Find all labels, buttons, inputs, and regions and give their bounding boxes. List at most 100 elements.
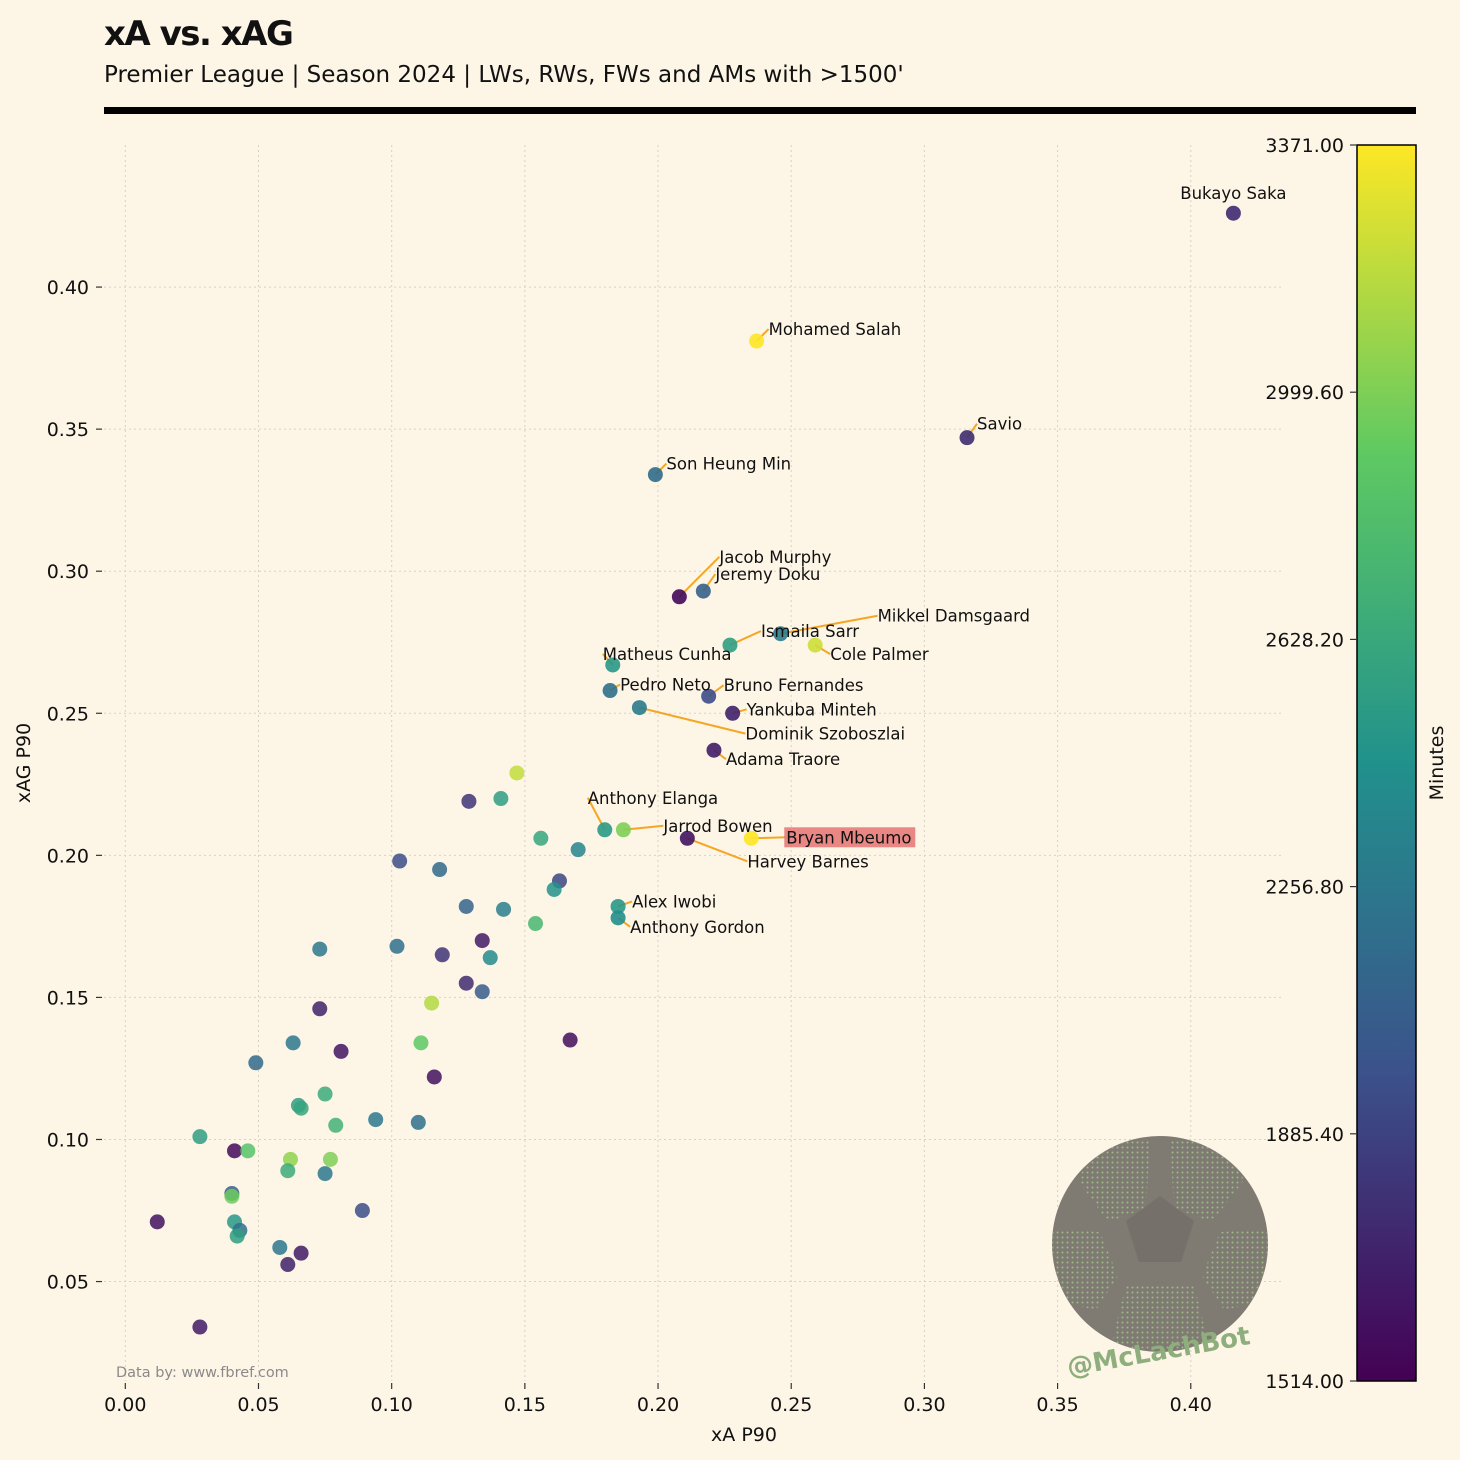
data-point [354,1203,370,1219]
player-label: Anthony Elanga [588,789,718,808]
data-point [671,589,687,605]
player-label: Ismaila Sarr [761,622,859,641]
player-label: Jacob Murphy [718,548,831,567]
annotation-line [678,556,721,598]
colorbar-label: Minutes [1426,726,1448,801]
data-point [615,822,631,838]
data-point [701,688,717,704]
data-point [192,1319,208,1335]
player-label: Alex Iwobi [632,892,716,911]
data-point [317,1166,333,1182]
y-tick-label: 0.30 [47,561,89,583]
data-point [743,830,759,846]
y-tick-label: 0.40 [47,277,89,299]
colorbar-tick-label: 1514.00 [1265,1371,1344,1393]
data-point [333,1043,349,1059]
data-point [807,637,823,653]
player-label: Jeremy Doku [714,565,820,584]
player-label: Harvey Barnes [747,852,868,871]
annotation-line [686,837,748,863]
data-point [280,1163,296,1179]
data-point [280,1257,296,1273]
x-tick-label: 0.30 [903,1394,945,1416]
data-point [293,1100,309,1116]
data-credit: Data by: www.fbref.com [116,1365,289,1381]
x-tick-label: 0.15 [504,1394,546,1416]
data-point [570,842,586,858]
data-point [426,1069,442,1085]
x-tick-label: 0.20 [637,1394,679,1416]
data-point [722,637,738,653]
x-tick-label: 0.25 [770,1394,812,1416]
data-point [725,705,741,721]
x-tick-label: 0.00 [104,1394,146,1416]
data-point [605,657,621,673]
data-point [293,1245,309,1261]
grid [104,145,1284,1381]
data-point [597,822,613,838]
player-label: Matheus Cunha [603,645,732,664]
player-label: Bruno Fernandes [724,676,864,695]
player-label: Bukayo Saka [1180,184,1286,203]
data-point [647,467,663,483]
data-points [149,205,1241,1335]
player-label: Mohamed Salah [769,320,902,339]
colorbar-tick-label: 1885.40 [1265,1124,1344,1146]
watermark-logo: @McLachBot [1052,1136,1268,1383]
chart-subtitle: Premier League | Season 2024 | LWs, RWs,… [104,62,904,88]
y-tick-label: 0.25 [47,703,89,725]
data-point [773,626,789,642]
data-point [272,1239,288,1255]
x-tick-label: 0.05 [237,1394,279,1416]
data-point [706,742,722,758]
data-point [528,916,544,932]
colorbar-ticks: 1514.00 1885.40 2256.80 2628.20 2999.60 3371.… [1265,135,1357,1393]
player-label: Cole Palmer [830,645,929,664]
data-point [432,862,448,878]
data-point [224,1188,240,1204]
player-label: Bryan Mbeumo [786,828,911,847]
y-tick-label: 0.35 [47,419,89,441]
data-point [322,1151,338,1167]
player-label: Son Heung Min [666,455,791,474]
player-label: Anthony Gordon [630,918,765,937]
data-point [312,1001,328,1017]
annotation-line [639,706,746,735]
data-point [562,1032,578,1048]
colorbar-tick-label: 2628.20 [1265,629,1344,651]
data-point [285,1035,301,1051]
data-point [410,1114,426,1130]
y-tick-label: 0.20 [47,845,89,867]
player-label: Mikkel Damsgaard [878,607,1030,626]
data-point [533,830,549,846]
point-labels: Bukayo Saka Mohamed Salah Savio Son Heung M… [588,184,1287,937]
data-point [192,1129,208,1145]
player-label: Pedro Neto [620,676,711,695]
axes: 0.00 0.05 0.10 0.15 0.20 0.25 0.30 0.35 0.40 0.05… [13,277,1212,1446]
player-label: Savio [977,415,1022,434]
data-point [413,1035,429,1051]
colorbar-tick-label: 2256.80 [1265,877,1344,899]
player-label: Yankuba Minteh [746,700,877,719]
y-tick-label: 0.15 [47,987,89,1009]
y-axis-label: xAG P90 [13,723,35,803]
data-point [679,830,695,846]
colorbar-tick-label: 2999.60 [1265,382,1344,404]
x-axis-label: xA P90 [711,1424,777,1446]
data-point [434,947,450,963]
colorbar: 1514.00 1885.40 2256.80 2628.20 2999.60 3371.… [1265,135,1448,1393]
data-point [1225,205,1241,221]
chart-title: xA vs. xAG [104,14,294,54]
data-point [282,1151,298,1167]
data-point [493,791,509,807]
data-point [248,1055,264,1071]
data-point [474,984,490,1000]
player-label: Adama Traore [726,750,840,769]
data-point [328,1117,344,1133]
data-point [610,898,626,914]
y-tick-label: 0.05 [47,1272,89,1294]
data-point [602,683,618,699]
data-point [749,333,765,349]
data-point [392,853,408,869]
